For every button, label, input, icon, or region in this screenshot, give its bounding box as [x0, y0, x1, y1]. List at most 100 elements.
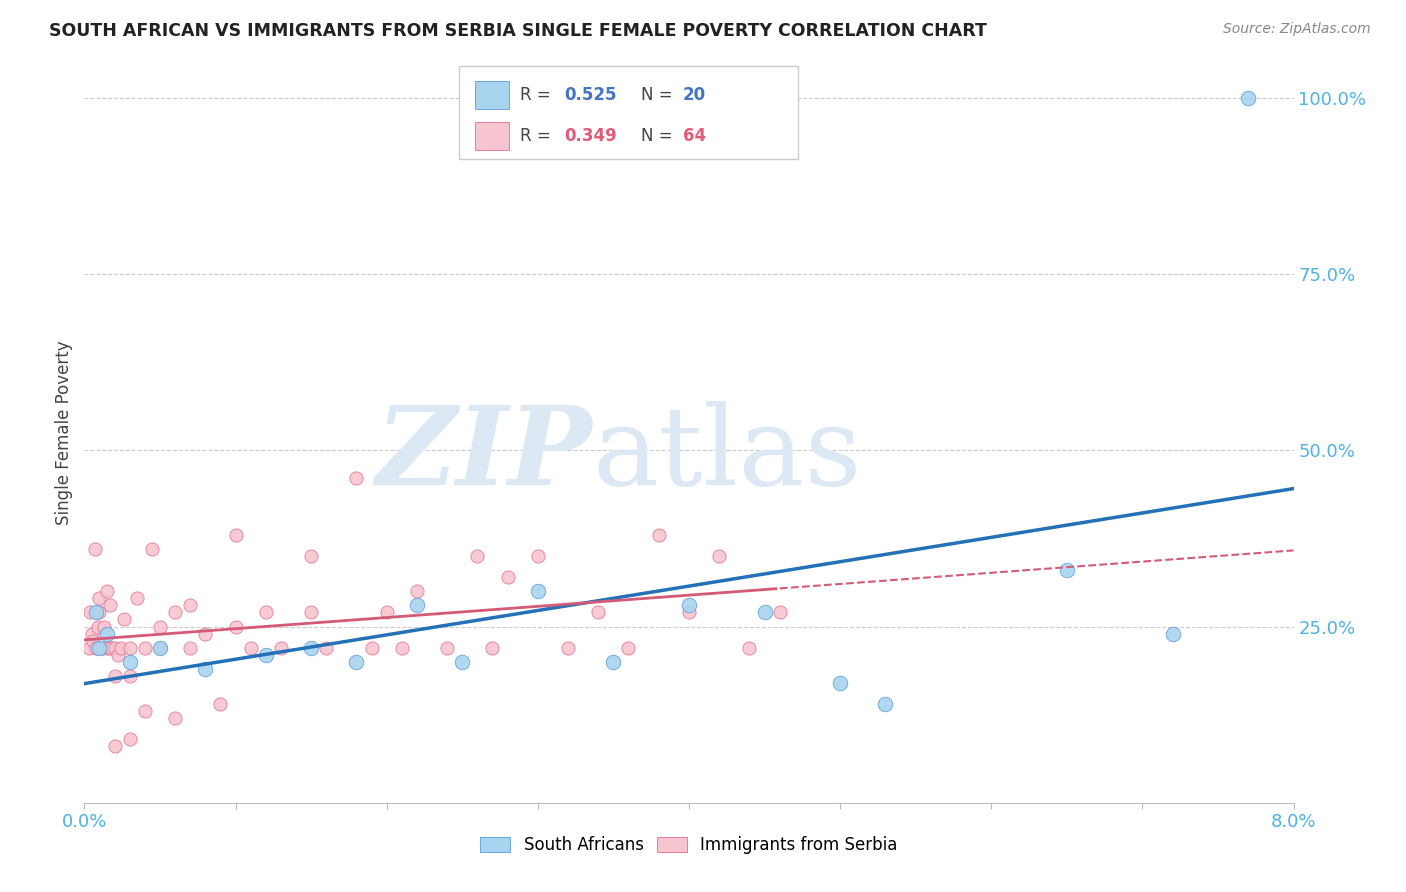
Point	[360, 640, 382, 655]
Point	[89, 640, 111, 655]
Point	[134, 704, 156, 718]
Point	[82, 633, 104, 648]
Point	[346, 471, 368, 485]
Point	[80, 626, 103, 640]
FancyBboxPatch shape	[475, 121, 509, 150]
Point	[875, 697, 897, 711]
Point	[149, 640, 172, 655]
Point	[77, 640, 100, 655]
Text: Source: ZipAtlas.com: Source: ZipAtlas.com	[1223, 22, 1371, 37]
Point	[107, 648, 129, 662]
Text: atlas: atlas	[592, 401, 862, 508]
Legend: South Africans, Immigrants from Serbia: South Africans, Immigrants from Serbia	[474, 830, 904, 861]
Point	[118, 655, 141, 669]
Point	[96, 584, 118, 599]
Point	[315, 640, 337, 655]
Point	[1056, 563, 1078, 577]
Point	[134, 640, 156, 655]
Point	[648, 528, 671, 542]
Point	[436, 640, 458, 655]
Text: 0.525: 0.525	[564, 86, 617, 103]
Point	[118, 669, 141, 683]
Point	[110, 640, 132, 655]
Y-axis label: Single Female Poverty: Single Female Poverty	[55, 341, 73, 524]
Point	[225, 528, 247, 542]
FancyBboxPatch shape	[460, 66, 797, 159]
Point	[87, 619, 110, 633]
Point	[179, 640, 201, 655]
Point	[118, 640, 141, 655]
Point	[830, 676, 852, 690]
Text: R =: R =	[520, 127, 555, 145]
Point	[254, 606, 277, 620]
Point	[299, 640, 322, 655]
Point	[527, 549, 550, 563]
Point	[738, 640, 761, 655]
Point	[299, 549, 322, 563]
Point	[104, 640, 127, 655]
Point	[346, 655, 368, 669]
Point	[100, 640, 122, 655]
Point	[94, 640, 117, 655]
Point	[93, 619, 115, 633]
Point	[89, 606, 111, 620]
Point	[406, 599, 429, 613]
Point	[1237, 91, 1260, 105]
Point	[617, 640, 640, 655]
Point	[239, 640, 262, 655]
Point	[89, 640, 111, 655]
Text: 64: 64	[683, 127, 706, 145]
Point	[165, 711, 187, 725]
Point	[496, 570, 519, 584]
Point	[91, 640, 114, 655]
Point	[270, 640, 292, 655]
Point	[467, 549, 489, 563]
Point	[194, 626, 217, 640]
Point	[127, 591, 149, 606]
Point	[104, 669, 127, 683]
Point	[769, 606, 792, 620]
Point	[86, 606, 108, 620]
Point	[98, 599, 121, 613]
Text: N =: N =	[641, 127, 678, 145]
Point	[149, 619, 172, 633]
Point	[678, 606, 700, 620]
Point	[299, 606, 322, 620]
Text: 0.349: 0.349	[564, 127, 617, 145]
Point	[406, 584, 429, 599]
Point	[194, 662, 217, 676]
Text: 20: 20	[683, 86, 706, 103]
Text: N =: N =	[641, 86, 678, 103]
Text: R =: R =	[520, 86, 555, 103]
Point	[1161, 626, 1184, 640]
Point	[709, 549, 731, 563]
Point	[602, 655, 624, 669]
Point	[588, 606, 610, 620]
Point	[254, 648, 277, 662]
Point	[165, 606, 187, 620]
Point	[118, 732, 141, 747]
Point	[89, 591, 111, 606]
FancyBboxPatch shape	[475, 80, 509, 109]
Point	[754, 606, 776, 620]
Point	[86, 640, 108, 655]
Point	[141, 541, 163, 556]
Point	[209, 697, 232, 711]
Point	[96, 626, 118, 640]
Point	[79, 606, 101, 620]
Text: SOUTH AFRICAN VS IMMIGRANTS FROM SERBIA SINGLE FEMALE POVERTY CORRELATION CHART: SOUTH AFRICAN VS IMMIGRANTS FROM SERBIA …	[49, 22, 987, 40]
Point	[97, 640, 120, 655]
Point	[678, 599, 700, 613]
Point	[84, 541, 107, 556]
Text: ZIP: ZIP	[375, 401, 592, 508]
Point	[179, 599, 201, 613]
Point	[225, 619, 247, 633]
Point	[481, 640, 503, 655]
Point	[391, 640, 413, 655]
Point	[104, 739, 127, 754]
Point	[527, 584, 550, 599]
Point	[149, 640, 172, 655]
Point	[112, 612, 135, 626]
Point	[375, 606, 398, 620]
Point	[451, 655, 474, 669]
